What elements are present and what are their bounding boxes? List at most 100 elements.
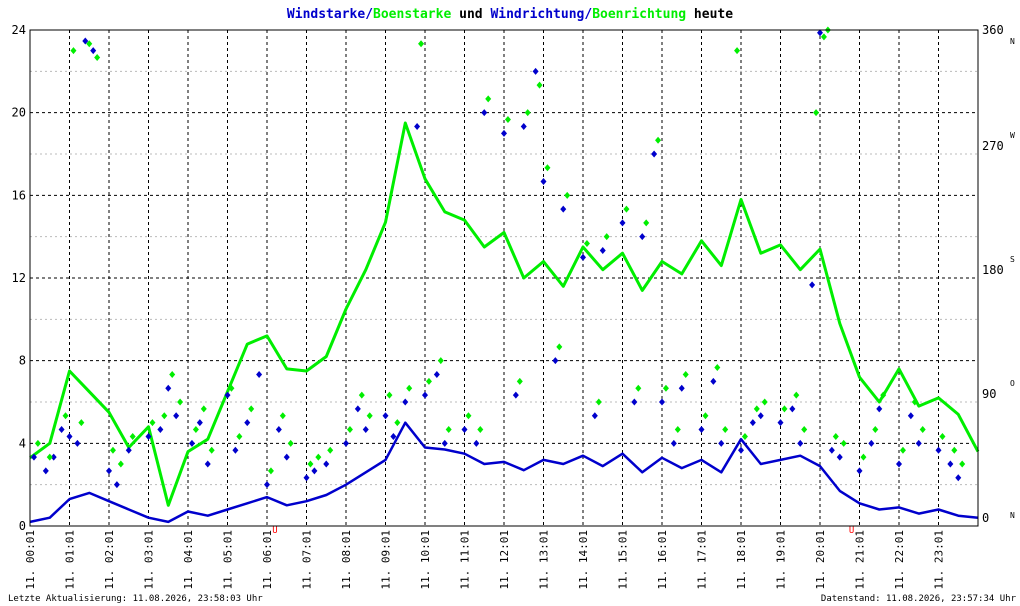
right-tick-label: 0: [982, 511, 989, 525]
gust-direction-point: [406, 384, 413, 392]
wind-direction-point: [915, 439, 922, 447]
event-marker: U: [272, 526, 277, 536]
gust-direction-point: [623, 205, 630, 213]
left-tick-label: 16: [12, 188, 26, 202]
gust-direction-point: [287, 439, 294, 447]
gust-direction-point: [366, 412, 373, 420]
wind-direction-point: [757, 412, 764, 420]
wind-direction-point: [947, 460, 954, 468]
gust-direction-point: [161, 412, 168, 420]
gust-direction-point: [358, 391, 365, 399]
x-tick-label: 11. 13:01: [538, 530, 551, 590]
gust-direction-point: [524, 109, 531, 117]
gust-direction-point: [418, 40, 425, 48]
compass-label: N: [1010, 37, 1015, 46]
gust-direction-point: [46, 453, 53, 461]
gust-direction-point: [583, 240, 590, 248]
title-windstarke: Windstarke/: [287, 7, 373, 22]
wind-direction-point: [422, 391, 428, 399]
wind-direction-point: [710, 377, 717, 385]
wind-direction-point: [698, 426, 705, 434]
gust-direction-point: [315, 453, 322, 461]
wind-direction-point: [560, 205, 567, 213]
gust-direction-point: [722, 426, 729, 434]
wind-direction-point: [173, 412, 180, 420]
compass-label: S: [1010, 255, 1015, 264]
right-tick-label: 270: [982, 139, 1004, 153]
wind-direction-point: [817, 29, 823, 37]
gust-direction-point: [781, 405, 788, 413]
gust-direction-point: [208, 446, 215, 454]
gust-direction-point: [425, 377, 432, 385]
gust-direction-point: [635, 384, 642, 392]
wind-direction-point: [343, 439, 349, 447]
wind-direction-point: [876, 405, 883, 413]
gust-direction-point: [386, 391, 393, 399]
wind-direction-point: [441, 439, 448, 447]
gust-direction-point: [70, 47, 77, 55]
title-boenstarke: Boenstarke: [373, 7, 451, 22]
gust-direction-point: [564, 191, 571, 199]
wind-line: [29, 421, 979, 524]
wind-direction-point: [188, 439, 195, 447]
x-tick-label: 11. 16:01: [656, 530, 669, 590]
gust-direction-point: [899, 446, 906, 454]
x-tick-label: 11. 20:01: [814, 530, 827, 590]
wind-direction-point: [145, 432, 152, 440]
wind-direction-point: [113, 481, 120, 489]
footer-data-status: Datenstand: 11.08.2026, 23:57:34 Uhr: [821, 594, 1017, 604]
gust-direction-point: [674, 426, 681, 434]
wind-direction-point: [66, 432, 73, 440]
wind-direction-point: [232, 446, 239, 454]
gust-direction-point: [192, 426, 199, 434]
gust-direction-point: [504, 116, 511, 124]
x-tick-label: 11. 18:01: [735, 530, 748, 590]
x-tick-label: 11. 06:01: [261, 530, 274, 590]
gust-direction-point: [813, 109, 820, 117]
gust-direction-point: [741, 432, 748, 440]
wind-direction-point: [90, 47, 97, 55]
wind-direction-point: [777, 419, 784, 427]
x-tick-label: 11. 15:01: [617, 530, 630, 590]
wind-direction-point: [718, 439, 725, 447]
wind-direction-point: [639, 233, 646, 241]
x-tick-label: 11. 09:01: [380, 530, 393, 590]
gust-direction-point: [437, 357, 444, 365]
title-boenrichtung: Boenrichtung: [592, 7, 686, 22]
wind-direction-point: [659, 398, 665, 406]
gust-direction-point: [959, 460, 966, 468]
gust-direction-point: [248, 405, 255, 413]
gust-direction-point: [662, 384, 669, 392]
wind-direction-point: [481, 109, 488, 117]
wind-direction-point: [520, 122, 527, 130]
gust-direction-point: [200, 405, 207, 413]
gust-direction-point: [516, 377, 523, 385]
x-tick-label: 11. 12:01: [498, 530, 511, 590]
wind-direction-point: [244, 419, 251, 427]
wind-direction-point: [74, 439, 81, 447]
gust-direction-point: [880, 391, 887, 399]
gust-direction-point: [872, 426, 879, 434]
gust-direction-point: [394, 419, 401, 427]
x-tick-label: 11. 00:01: [24, 530, 37, 590]
wind-direction-point: [414, 122, 421, 130]
wind-direction-point: [670, 439, 677, 447]
plot-frame: [29, 29, 979, 527]
gust-direction-point: [951, 446, 958, 454]
wind-direction-point: [224, 391, 231, 399]
gust-direction-point: [117, 460, 124, 468]
wind-direction-point: [157, 426, 164, 434]
x-tick-label: 11. 08:01: [340, 530, 353, 590]
gust-direction-point: [753, 405, 760, 413]
gust-direction-point: [94, 54, 101, 62]
gust-direction-point: [267, 467, 274, 475]
x-tick-label: 11. 03:01: [143, 530, 156, 590]
wind-direction-point: [402, 398, 409, 406]
gust-direction-point: [714, 364, 721, 372]
wind-direction-point: [390, 432, 397, 440]
gust-direction-point: [702, 412, 709, 420]
x-tick-label: 11. 17:01: [696, 530, 709, 590]
wind-direction-point: [275, 426, 282, 434]
gust-direction-point: [682, 370, 689, 378]
wind-direction-point: [591, 412, 598, 420]
